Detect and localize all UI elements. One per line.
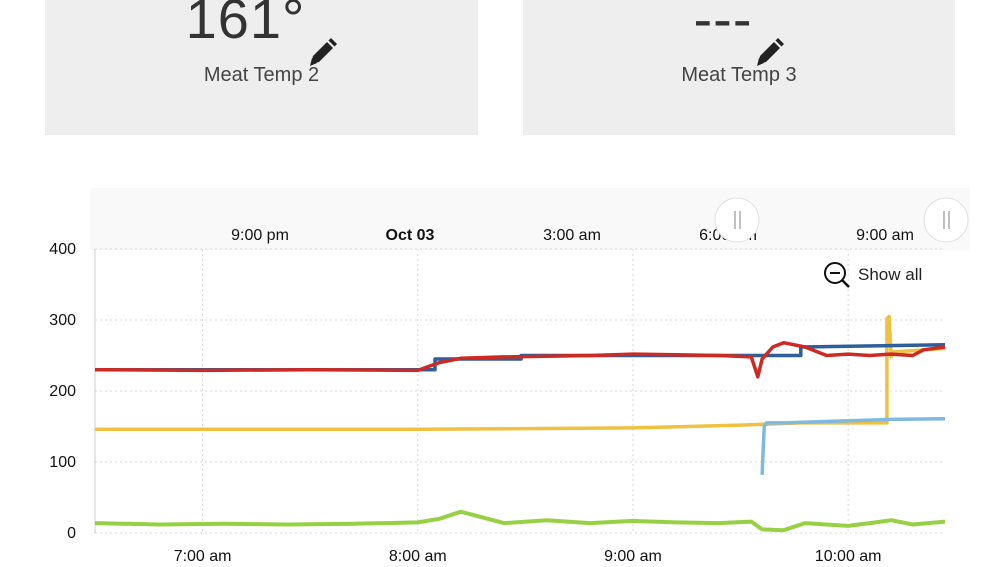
meat-temp-2-value: 161° bbox=[185, 0, 306, 50]
pencil-icon[interactable] bbox=[307, 16, 338, 81]
meat-temp-2-value-row: 161° bbox=[45, 0, 478, 81]
chart-grid bbox=[94, 248, 945, 534]
series-line-2 bbox=[95, 314, 946, 432]
y-tick-label: 400 bbox=[49, 241, 76, 258]
x-tick-label: 8:00 am bbox=[389, 548, 447, 562]
y-tick-label: 100 bbox=[49, 454, 76, 471]
navigator-handle-right[interactable] bbox=[923, 197, 969, 243]
y-tick-label: 200 bbox=[49, 383, 76, 400]
navigator-handle-left[interactable] bbox=[714, 197, 760, 243]
drag-handle-icon bbox=[734, 211, 741, 229]
series-line-1 bbox=[94, 340, 946, 379]
y-tick-label: 0 bbox=[67, 525, 76, 542]
x-tick-label: 9:00 am bbox=[604, 548, 662, 562]
x-tick-label: 7:00 am bbox=[174, 548, 232, 562]
y-tick-label: 300 bbox=[49, 312, 76, 329]
chart-series bbox=[94, 314, 946, 533]
show-all-label: Show all bbox=[858, 265, 922, 284]
navigator-label: Oct 03 bbox=[386, 227, 435, 244]
meat-temp-3-value-row: --- bbox=[523, 0, 955, 81]
meat-temp-3-label: Meat Temp 3 bbox=[681, 64, 797, 86]
meat-temp-2-label: Meat Temp 2 bbox=[203, 64, 320, 86]
navigator-band[interactable] bbox=[90, 188, 970, 250]
meat-temp-3-value: --- bbox=[693, 0, 753, 50]
meat-temp-3-card: --- Meat Temp 3 bbox=[523, 0, 955, 135]
x-axis-labels: 7:00 am 8:00 am 9:00 am 10:00 am bbox=[174, 548, 882, 565]
show-all-button[interactable]: Show all bbox=[815, 256, 935, 292]
navigator-label: 3:00 am bbox=[543, 227, 601, 244]
series-line-4 bbox=[94, 509, 946, 533]
series-line-3 bbox=[760, 416, 946, 475]
navigator-label: 9:00 am bbox=[856, 227, 914, 244]
meat-temp-2-card: 161° Meat Temp 2 bbox=[45, 0, 478, 135]
y-axis-labels: 0 100 200 300 400 bbox=[49, 241, 76, 542]
navigator-label: 9:00 pm bbox=[231, 227, 289, 244]
drag-handle-icon bbox=[943, 211, 950, 229]
pencil-icon[interactable] bbox=[754, 16, 785, 81]
zoom-out-icon bbox=[824, 262, 850, 288]
x-tick-label: 10:00 am bbox=[815, 548, 882, 562]
